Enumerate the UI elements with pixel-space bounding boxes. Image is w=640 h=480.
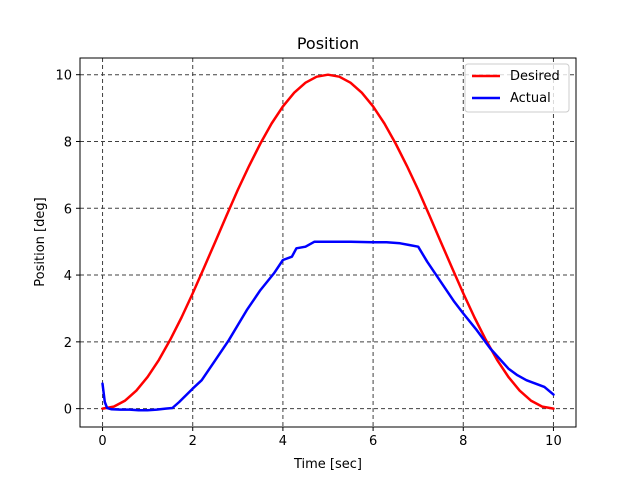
y-axis-label: Position [deg] [33, 197, 48, 286]
series-line-desired [101, 73, 555, 410]
x-tick-label: 8 [459, 434, 467, 449]
y-tick-label: 10 [55, 69, 72, 84]
y-tick-label: 6 [64, 202, 72, 217]
x-tick-label: 2 [189, 434, 197, 449]
legend-label-actual: Actual [510, 91, 551, 106]
ticks: 0 2 4 6 8 10 0 2 4 6 8 10 [55, 69, 561, 449]
x-tick-label: 0 [98, 434, 106, 449]
y-tick-label: 4 [64, 269, 72, 284]
series-line-actual [101, 240, 555, 412]
chart-title: Position [297, 34, 359, 53]
y-tick-label: 2 [64, 336, 72, 351]
legend: Desired Actual [464, 63, 570, 113]
y-tick-label: 8 [64, 135, 72, 150]
y-tick-label: 0 [64, 403, 72, 418]
plot-frame [79, 57, 577, 428]
x-axis-label: Time [sec] [293, 457, 362, 472]
series-layer [101, 73, 555, 412]
x-tick-label: 4 [279, 434, 287, 449]
x-tick-label: 6 [369, 434, 377, 449]
x-tick-label: 10 [545, 434, 562, 449]
legend-label-desired: Desired [510, 69, 560, 84]
